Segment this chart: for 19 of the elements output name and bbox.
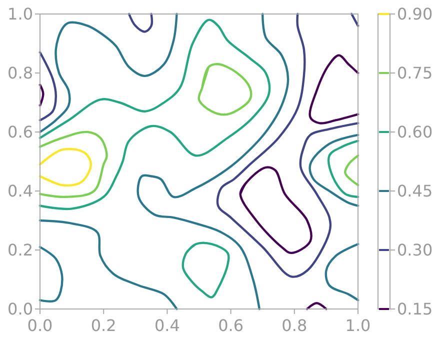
- legend-label: 0.15: [397, 300, 433, 319]
- x-tick-label: 0.0: [27, 316, 53, 335]
- x-tick-label: 0.4: [154, 316, 180, 335]
- legend-label: 0.45: [397, 182, 433, 201]
- x-tick-label: 0.2: [90, 316, 116, 335]
- line-series: [38, 148, 92, 186]
- legend-label: 0.60: [397, 122, 433, 142]
- y-tick-label: 0.6: [8, 122, 33, 142]
- y-tick-label: 0.8: [8, 64, 33, 83]
- y-tick-label: 0.4: [8, 182, 33, 201]
- y-tick-label: 0.2: [8, 240, 33, 260]
- y-tick-label: 1.0: [8, 4, 33, 24]
- legend-label: 0.90: [397, 4, 433, 24]
- y-tick-label: 0.0: [8, 300, 33, 319]
- legend-label: 0.30: [397, 240, 433, 260]
- legend-label: 0.75: [397, 64, 433, 83]
- x-tick-label: 1.0: [345, 316, 371, 335]
- x-tick-label: 0.8: [282, 316, 308, 335]
- x-tick-label: 0.6: [218, 316, 244, 335]
